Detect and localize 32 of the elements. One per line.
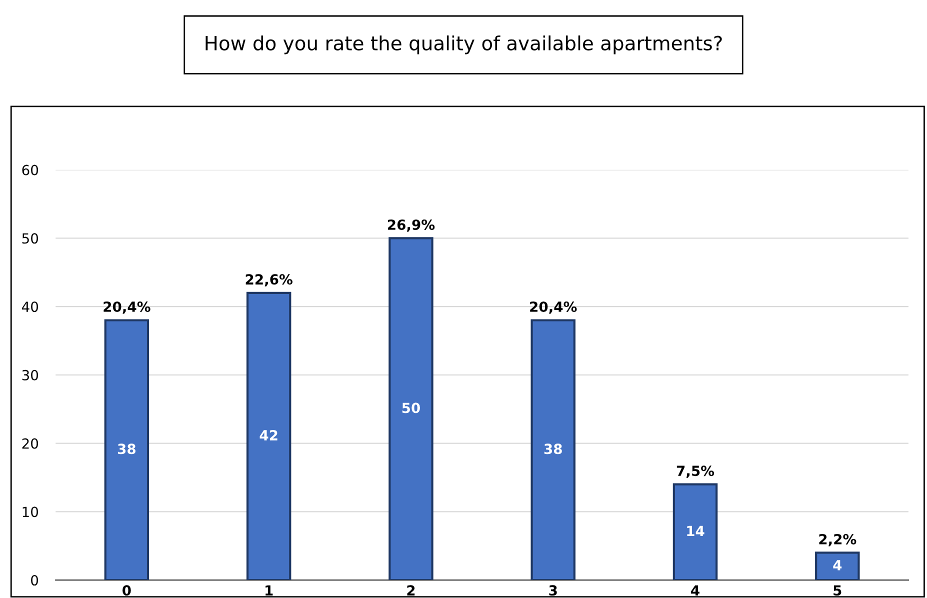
x-tick-label: 0	[122, 585, 131, 596]
annotation: 22,6%	[246, 274, 292, 286]
x-tick-label: 4	[691, 585, 700, 596]
annotation: 20,4%	[104, 301, 150, 314]
data-label: 50	[402, 402, 420, 414]
x-tick-label: 1	[266, 585, 273, 596]
annotation: 26,9%	[388, 219, 435, 232]
bar	[388, 237, 434, 580]
data-label: 42	[260, 430, 278, 440]
y-tick-label: 60	[22, 164, 38, 176]
bar	[246, 292, 292, 580]
y-tick-label: 40	[22, 302, 38, 312]
x-tick-label: 2	[407, 585, 415, 596]
y-tick-label: 0	[31, 575, 38, 586]
chart-title: How do you rate the quality of available apartments?	[206, 35, 722, 54]
y-tick-label: 50	[22, 233, 38, 244]
x-tick-label: 3	[549, 585, 557, 596]
bar	[815, 552, 860, 580]
annotation: 7,5%	[676, 466, 714, 478]
annotation: 2,2%	[819, 534, 856, 546]
data-label: 38	[118, 444, 136, 454]
bar	[672, 483, 718, 580]
bar	[104, 319, 150, 580]
data-label: 4	[833, 560, 842, 570]
y-tick-label: 30	[22, 370, 38, 380]
x-tick-label: 5	[834, 585, 842, 596]
data-label: 14	[687, 526, 704, 536]
y-tick-label: 10	[22, 506, 38, 518]
data-label: 38	[544, 444, 562, 454]
y-tick-label: 20	[22, 438, 38, 449]
bar	[530, 319, 576, 580]
annotation: 20,4%	[530, 301, 577, 314]
